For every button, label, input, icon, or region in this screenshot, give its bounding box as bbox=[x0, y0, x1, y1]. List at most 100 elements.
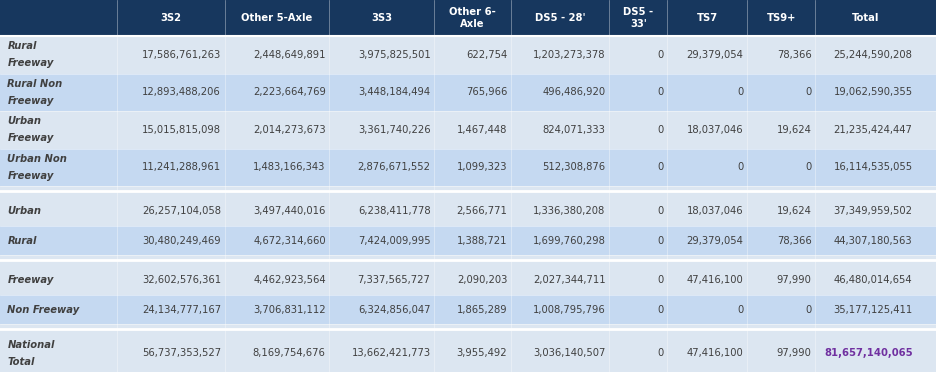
Text: 11,241,288,961: 11,241,288,961 bbox=[141, 163, 221, 172]
Text: Freeway: Freeway bbox=[7, 275, 54, 285]
Text: 3,448,184,494: 3,448,184,494 bbox=[358, 87, 431, 97]
Text: 0: 0 bbox=[657, 206, 664, 216]
Text: 0: 0 bbox=[657, 163, 664, 172]
Text: 47,416,100: 47,416,100 bbox=[686, 275, 743, 285]
Text: 3,036,140,507: 3,036,140,507 bbox=[534, 348, 606, 358]
Text: 15,015,815,098: 15,015,815,098 bbox=[142, 125, 221, 135]
Text: 19,624: 19,624 bbox=[777, 206, 812, 216]
Text: 12,893,488,206: 12,893,488,206 bbox=[142, 87, 221, 97]
Text: Other 5-Axle: Other 5-Axle bbox=[241, 13, 313, 23]
Text: 1,099,323: 1,099,323 bbox=[457, 163, 507, 172]
FancyBboxPatch shape bbox=[0, 149, 936, 186]
Text: Total: Total bbox=[7, 357, 35, 367]
Text: 13,662,421,773: 13,662,421,773 bbox=[351, 348, 431, 358]
Text: 496,486,920: 496,486,920 bbox=[543, 87, 606, 97]
Text: 19,062,590,355: 19,062,590,355 bbox=[833, 87, 913, 97]
Text: 2,223,664,769: 2,223,664,769 bbox=[253, 87, 326, 97]
Text: 824,071,333: 824,071,333 bbox=[543, 125, 606, 135]
Text: 8,169,754,676: 8,169,754,676 bbox=[253, 348, 326, 358]
Text: Freeway: Freeway bbox=[7, 58, 54, 68]
Text: 6,238,411,778: 6,238,411,778 bbox=[358, 206, 431, 216]
Text: 30,480,249,469: 30,480,249,469 bbox=[142, 235, 221, 246]
Text: 18,037,046: 18,037,046 bbox=[687, 125, 743, 135]
Text: 1,008,795,796: 1,008,795,796 bbox=[533, 305, 606, 314]
Text: 0: 0 bbox=[657, 87, 664, 97]
FancyBboxPatch shape bbox=[0, 111, 936, 149]
Text: 21,235,424,447: 21,235,424,447 bbox=[834, 125, 913, 135]
Text: Rural Non: Rural Non bbox=[7, 78, 63, 89]
Text: 512,308,876: 512,308,876 bbox=[543, 163, 606, 172]
Text: DS5 -
33': DS5 - 33' bbox=[623, 7, 653, 29]
Text: 4,672,314,660: 4,672,314,660 bbox=[253, 235, 326, 246]
FancyBboxPatch shape bbox=[0, 255, 936, 266]
Text: 3,975,825,501: 3,975,825,501 bbox=[358, 50, 431, 60]
Text: 6,324,856,047: 6,324,856,047 bbox=[358, 305, 431, 314]
Text: 765,966: 765,966 bbox=[466, 87, 507, 97]
Text: Non Freeway: Non Freeway bbox=[7, 305, 80, 314]
Text: TS7: TS7 bbox=[696, 13, 718, 23]
Text: TS9+: TS9+ bbox=[767, 13, 796, 23]
Text: Total: Total bbox=[852, 13, 880, 23]
FancyBboxPatch shape bbox=[0, 186, 936, 196]
Text: 1,388,721: 1,388,721 bbox=[457, 235, 507, 246]
FancyBboxPatch shape bbox=[0, 334, 936, 372]
Text: 622,754: 622,754 bbox=[466, 50, 507, 60]
Text: 2,448,649,891: 2,448,649,891 bbox=[254, 50, 326, 60]
FancyBboxPatch shape bbox=[0, 266, 936, 295]
Text: 81,657,140,065: 81,657,140,065 bbox=[824, 348, 913, 358]
Text: 16,114,535,055: 16,114,535,055 bbox=[833, 163, 913, 172]
Text: 4,462,923,564: 4,462,923,564 bbox=[253, 275, 326, 285]
Text: 0: 0 bbox=[737, 163, 743, 172]
Text: Other 6-
Axle: Other 6- Axle bbox=[449, 7, 496, 29]
FancyBboxPatch shape bbox=[0, 324, 936, 334]
Text: 2,876,671,552: 2,876,671,552 bbox=[358, 163, 431, 172]
Text: National: National bbox=[7, 340, 55, 350]
Text: 1,203,273,378: 1,203,273,378 bbox=[534, 50, 606, 60]
Text: 26,257,104,058: 26,257,104,058 bbox=[142, 206, 221, 216]
Text: 0: 0 bbox=[657, 235, 664, 246]
Text: 7,424,009,995: 7,424,009,995 bbox=[358, 235, 431, 246]
Text: 3,497,440,016: 3,497,440,016 bbox=[254, 206, 326, 216]
Text: 19,624: 19,624 bbox=[777, 125, 812, 135]
Text: DS5 - 28': DS5 - 28' bbox=[534, 13, 586, 23]
Text: 97,990: 97,990 bbox=[777, 275, 812, 285]
Text: 44,307,180,563: 44,307,180,563 bbox=[834, 235, 913, 246]
Text: 0: 0 bbox=[657, 348, 664, 358]
Text: Rural: Rural bbox=[7, 235, 37, 246]
Text: 97,990: 97,990 bbox=[777, 348, 812, 358]
Text: 1,336,380,208: 1,336,380,208 bbox=[534, 206, 606, 216]
Text: 17,586,761,263: 17,586,761,263 bbox=[141, 50, 221, 60]
Text: 3S2: 3S2 bbox=[160, 13, 182, 23]
Text: 0: 0 bbox=[805, 305, 812, 314]
Text: 24,134,777,167: 24,134,777,167 bbox=[141, 305, 221, 314]
FancyBboxPatch shape bbox=[0, 226, 936, 255]
Text: 18,037,046: 18,037,046 bbox=[687, 206, 743, 216]
Text: 35,177,125,411: 35,177,125,411 bbox=[833, 305, 913, 314]
Text: 3,361,740,226: 3,361,740,226 bbox=[358, 125, 431, 135]
Text: 1,865,289: 1,865,289 bbox=[457, 305, 507, 314]
Text: 78,366: 78,366 bbox=[777, 50, 812, 60]
Text: 0: 0 bbox=[657, 305, 664, 314]
Text: 2,566,771: 2,566,771 bbox=[457, 206, 507, 216]
Text: 29,379,054: 29,379,054 bbox=[686, 235, 743, 246]
FancyBboxPatch shape bbox=[0, 36, 936, 74]
Text: 47,416,100: 47,416,100 bbox=[686, 348, 743, 358]
Text: Freeway: Freeway bbox=[7, 96, 54, 106]
Text: 2,014,273,673: 2,014,273,673 bbox=[253, 125, 326, 135]
Text: 3,955,492: 3,955,492 bbox=[457, 348, 507, 358]
Text: 25,244,590,208: 25,244,590,208 bbox=[834, 50, 913, 60]
Text: 0: 0 bbox=[805, 163, 812, 172]
Text: 0: 0 bbox=[737, 87, 743, 97]
Text: 2,027,344,711: 2,027,344,711 bbox=[533, 275, 606, 285]
FancyBboxPatch shape bbox=[0, 0, 936, 36]
Text: 32,602,576,361: 32,602,576,361 bbox=[141, 275, 221, 285]
Text: Freeway: Freeway bbox=[7, 134, 54, 144]
Text: 0: 0 bbox=[737, 305, 743, 314]
Text: Urban: Urban bbox=[7, 116, 41, 126]
Text: 78,366: 78,366 bbox=[777, 235, 812, 246]
Text: 46,480,014,654: 46,480,014,654 bbox=[834, 275, 913, 285]
FancyBboxPatch shape bbox=[0, 74, 936, 111]
FancyBboxPatch shape bbox=[0, 196, 936, 226]
Text: 37,349,959,502: 37,349,959,502 bbox=[834, 206, 913, 216]
Text: 29,379,054: 29,379,054 bbox=[686, 50, 743, 60]
